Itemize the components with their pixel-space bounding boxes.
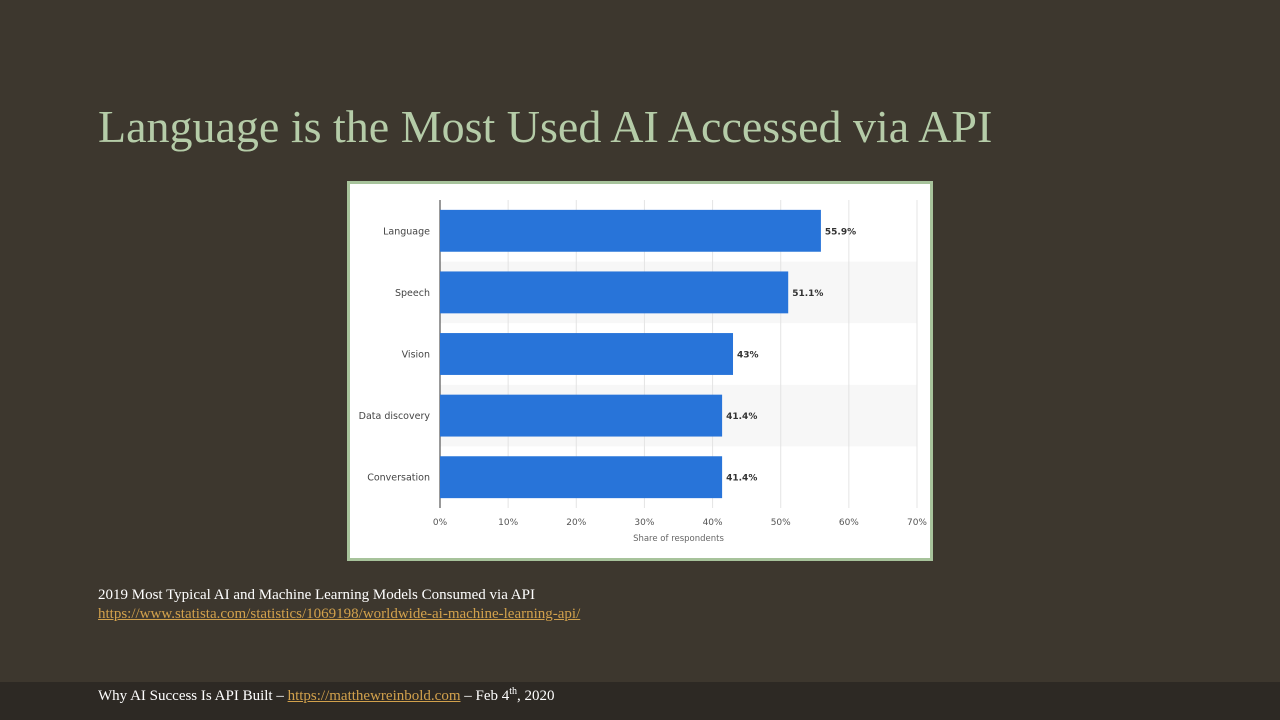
caption-title: 2019 Most Typical AI and Machine Learnin…	[98, 587, 535, 603]
bar	[440, 394, 723, 437]
data-label: 41.4%	[726, 474, 757, 484]
x-tick-label: 20%	[566, 518, 586, 528]
source-link[interactable]: https://www.statista.com/statistics/1069…	[98, 606, 581, 622]
footer-date-suffix: th	[509, 686, 518, 697]
category-label: Speech	[395, 288, 430, 299]
category-label: Language	[383, 226, 430, 237]
x-tick-label: 30%	[634, 518, 654, 528]
bar	[440, 456, 723, 499]
footer-prefix: Why AI Success Is API Built –	[98, 688, 288, 704]
bar-chart: Language 55.9% Speech 51.1% Vision 43% Data di…	[359, 200, 927, 544]
footer: Why AI Success Is API Built – https://ma…	[98, 686, 555, 705]
chart-frame: Language 55.9% Speech 51.1% Vision 43% Data di…	[347, 181, 933, 561]
data-label: 55.9%	[825, 227, 856, 237]
x-tick-label: 60%	[839, 518, 859, 528]
data-label: 51.1%	[792, 289, 823, 299]
bar	[440, 209, 821, 252]
category-label: Data discovery	[359, 411, 431, 422]
x-tick-label: 40%	[703, 518, 723, 528]
category-label: Vision	[402, 350, 430, 361]
data-label: 41.4%	[726, 412, 757, 422]
category-label: Conversation	[367, 473, 430, 484]
x-tick-label: 70%	[907, 518, 927, 528]
x-tick-label: 0%	[433, 518, 448, 528]
chart-caption: 2019 Most Typical AI and Machine Learnin…	[98, 586, 580, 624]
footer-link[interactable]: https://matthewreinbold.com	[287, 688, 461, 704]
footer-year: , 2020	[517, 688, 555, 704]
bar	[440, 333, 734, 375]
data-label: 43%	[737, 351, 759, 361]
x-tick-label: 10%	[498, 518, 518, 528]
x-axis-label: Share of respondents	[633, 534, 724, 544]
x-tick-label: 50%	[771, 518, 791, 528]
bar	[440, 271, 789, 314]
footer-bar	[0, 682, 1280, 720]
footer-date: – Feb 4	[460, 688, 510, 704]
slide-title: Language is the Most Used AI Accessed vi…	[98, 101, 993, 152]
